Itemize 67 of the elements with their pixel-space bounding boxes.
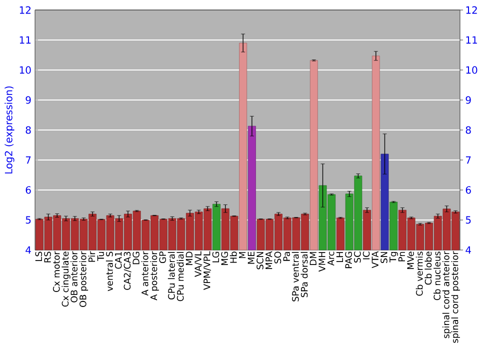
y2-tick-label: 6 [466,186,471,194]
x-tick-label: MD [186,252,192,265]
y2-tick-label: 12 [466,6,477,14]
x-tick-label: LS [35,252,42,262]
x-tick-label: DM [310,252,316,265]
x-tick-label: OB anterior [70,251,78,302]
y-tick-label: 8 [26,126,31,134]
y2-tick-label: 11 [466,36,477,44]
x-tick-label: SPa ventral [292,252,299,302]
x-tick-label: DG [132,252,140,264]
x-tick-label: Pa [283,252,290,261]
x-tick-label: Tu [97,252,104,262]
y-tick-label: 11 [20,36,31,44]
x-tick-label: Cb vermis [416,252,423,296]
x-tick-label: SO [274,252,282,264]
x-tick-label: Cx motor [52,251,60,292]
x-tick-label: VA/VL [194,251,202,277]
x-tick-label: Cx cingulate [62,252,70,307]
y-tick-label: 9 [26,96,31,104]
y2-tick-label: 10 [466,66,478,74]
x-tick-label: Pn [398,252,405,262]
x-tick-label: LG [212,252,220,262]
x-tick-label: SC [354,252,361,263]
x-tick-label: VPM/VPL [204,251,211,290]
x-tick-label: OB posterior [79,251,88,307]
x-tick-label: Arc [328,252,334,266]
x-tick-label: VTA [372,251,378,268]
x-tick-label: A posterior [150,251,159,300]
y-axis-title: Log2 (expression) [4,86,14,174]
y2-tick-label: 5 [466,216,471,224]
x-tick-label: CA1 [114,252,122,269]
x-tick-label: MPA [266,251,272,270]
x-tick-label: Pir [88,251,96,262]
x-tick-label: A anterior [141,251,148,296]
x-tick-label: M [239,252,246,258]
x-tick-label: spinal cord posterior [451,251,460,343]
x-tick-label: ME [248,252,254,264]
y2-tick-label: 4 [466,246,471,254]
x-tick-label: SCN [256,252,264,270]
x-tick-label: MG [221,252,228,266]
x-tick-label: RS [44,252,51,262]
x-tick-label: spinal cord anterior [442,251,452,338]
x-tick-label: Cb nucleus [434,252,440,300]
x-tick-label: CA2/CA3 [124,252,132,290]
x-tick-label: CPu lateral [168,252,175,300]
y-tick-label: 4 [26,246,31,254]
x-tick-label: MVe [407,252,414,270]
y2-tick-label: 8 [466,126,471,134]
x-tick-label: Tg [390,252,398,262]
y2-tick-label: 7 [466,156,471,164]
x-tick-label: GP [159,251,166,264]
x-tick-label: Cb lobe [424,252,432,285]
y2-tick-label: 9 [466,96,471,104]
y-tick-label: 7 [26,156,31,164]
x-tick-label: IC [362,252,370,260]
x-tick-label: PAG [345,252,352,268]
y-tick-label: 10 [20,66,31,74]
x-tick-label: SN [380,252,388,263]
x-tick-label: CPu medial [176,252,184,302]
x-tick-label: LH [336,252,343,262]
x-tick-label: VMH [318,252,326,272]
y-tick-label: 12 [20,6,30,14]
y-tick-label: 5 [26,216,31,224]
x-tick-label: Hb [230,252,237,263]
x-tick-label: ventral S [106,252,113,292]
y-tick-label: 6 [26,186,31,194]
x-tick-label: SPa dorsal [300,252,308,298]
